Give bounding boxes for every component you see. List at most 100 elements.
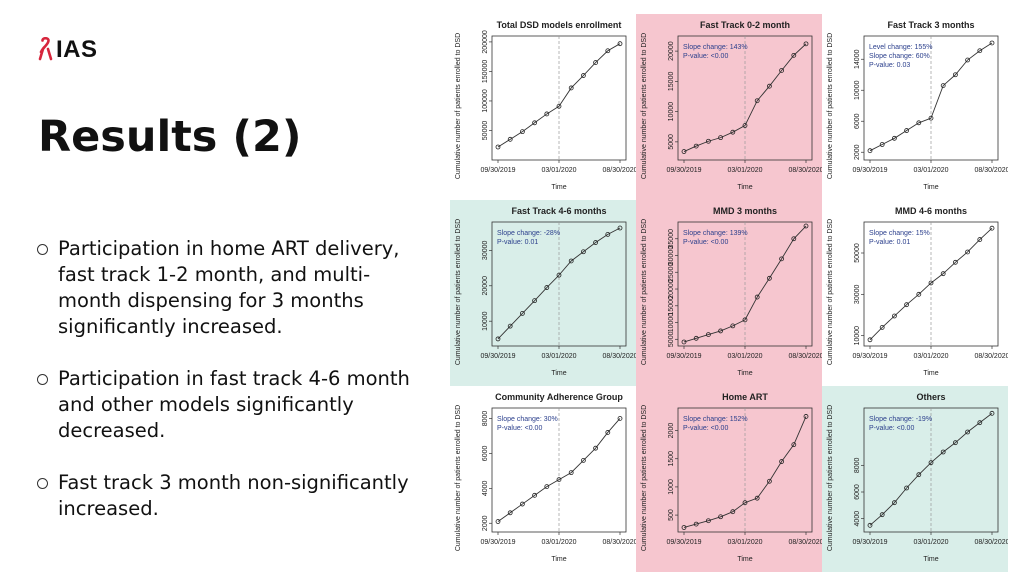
y-axis-label: Cumulative number of patients enrolled t…	[455, 33, 462, 179]
x-tick-label: 03/01/2020	[727, 167, 762, 174]
annotation-text: P-value: 0.01	[869, 239, 910, 246]
y-tick-label: 5000	[668, 134, 675, 150]
x-axis-label: Time	[923, 370, 938, 377]
data-point	[965, 57, 971, 63]
x-tick-label: 09/30/2019	[852, 353, 887, 360]
data-point	[617, 225, 623, 231]
data-point	[791, 236, 797, 242]
data-point	[568, 470, 574, 476]
chart-panel-fast-track-3: Fast Track 3 months 2000 6000 10000 14000 09/…	[822, 14, 1008, 200]
x-tick-label: 08/30/2020	[788, 167, 822, 174]
data-point	[766, 275, 772, 281]
x-axis-label: Time	[737, 556, 752, 563]
data-point	[617, 416, 623, 421]
data-point	[916, 291, 922, 297]
trend-line-post	[558, 227, 621, 276]
chart-title: MMD 3 months	[713, 206, 777, 216]
chart-svg: Fast Track 4-6 months 10000 20000 30000 09/3…	[455, 206, 636, 377]
y-tick-label: 2000	[668, 423, 675, 439]
x-tick-label: 08/30/2020	[602, 167, 636, 174]
trend-line-pre	[683, 502, 746, 528]
trend-line-post	[744, 43, 807, 126]
data-point	[977, 48, 983, 54]
chart-title: Community Adherence Group	[495, 392, 623, 402]
y-axis-label: Cumulative number of patients enrolled t…	[827, 219, 834, 365]
x-tick-label: 09/30/2019	[852, 539, 887, 546]
data-point	[532, 492, 537, 498]
data-point	[580, 249, 586, 255]
trend-line-post	[744, 416, 807, 504]
chart-svg: Total DSD models enrollment 50000 100000 15…	[455, 20, 636, 191]
data-point	[617, 41, 623, 47]
data-point	[718, 135, 723, 141]
y-tick-label: 1000	[668, 479, 675, 495]
chart-panel-mmd-4-6: MMD 4-6 months 10000 30000 50000 09/30/2019 0…	[822, 200, 1008, 386]
data-point	[791, 442, 797, 448]
data-point	[754, 495, 760, 501]
red-ribbon-icon	[38, 37, 53, 61]
y-tick-label: 20000	[668, 41, 675, 61]
chart-panel-cag: Community Adherence Group 2000 4000 6000 800…	[450, 386, 636, 572]
data-point	[495, 144, 501, 150]
data-point	[593, 60, 599, 65]
data-point	[879, 512, 885, 518]
annotation-text: Slope change: 143%	[683, 44, 748, 51]
x-tick-label: 09/30/2019	[666, 167, 701, 174]
trend-line-pre	[869, 117, 932, 152]
chart-svg: Fast Track 3 months 2000 6000 10000 14000 09/…	[827, 20, 1008, 191]
x-tick-label: 08/30/2020	[602, 539, 636, 546]
x-tick-label: 08/30/2020	[974, 167, 1008, 174]
data-point	[742, 317, 748, 323]
chart-panel-others: Others 4000 6000 8000 09/30/2019 03/01/2020 08…	[822, 386, 1008, 572]
chart-svg: MMD 4-6 months 10000 30000 50000 09/30/2019 0…	[827, 206, 1008, 377]
chart-svg: MMD 3 months 5000100001500020000250003000…	[641, 206, 822, 377]
chart-title: Total DSD models enrollment	[497, 20, 622, 30]
y-tick-label: 15000	[668, 296, 675, 316]
y-tick-label: 4000	[854, 511, 861, 527]
data-point	[754, 98, 760, 104]
data-point	[803, 223, 809, 229]
data-point	[916, 472, 922, 478]
data-point	[593, 240, 599, 245]
data-point	[693, 143, 699, 149]
x-tick-label: 03/01/2020	[913, 167, 948, 174]
data-point	[520, 311, 525, 316]
data-point	[556, 272, 562, 278]
x-tick-label: 09/30/2019	[666, 353, 701, 360]
y-axis-label: Cumulative number of patients enrolled t…	[827, 33, 834, 179]
data-point	[742, 123, 748, 128]
y-tick-label: 200000	[482, 30, 489, 53]
trend-line-post	[930, 412, 993, 464]
x-tick-label: 03/01/2020	[913, 353, 948, 360]
annotation-text: Slope change: -28%	[497, 230, 560, 237]
trend-line-pre	[497, 479, 560, 522]
trend-line-pre	[683, 319, 746, 343]
x-tick-label: 08/30/2020	[788, 539, 822, 546]
ias-logo: IAS	[38, 36, 98, 64]
annotation-text: P-value: <0.00	[869, 425, 914, 432]
data-point	[867, 337, 873, 343]
y-tick-label: 10000	[668, 102, 675, 122]
y-tick-label: 6000	[854, 113, 861, 129]
data-point	[803, 414, 809, 419]
chart-title: MMD 4-6 months	[895, 206, 967, 216]
annotation-text: P-value: <0.00	[683, 239, 728, 246]
data-point	[730, 509, 736, 515]
logo-text: IAS	[56, 36, 98, 63]
data-point	[879, 325, 885, 330]
trend-line-post	[558, 418, 621, 480]
data-point	[928, 115, 934, 121]
x-axis-label: Time	[551, 184, 566, 191]
data-point	[766, 478, 772, 484]
data-point	[952, 259, 958, 265]
chart-svg: Community Adherence Group 2000 4000 6000 800…	[455, 392, 636, 563]
annotation-text: Slope change: 139%	[683, 230, 748, 237]
bullet-circle-icon	[37, 244, 48, 255]
y-axis-label: Cumulative number of patients enrolled t…	[827, 405, 834, 551]
data-point	[892, 313, 897, 319]
data-point	[556, 477, 562, 483]
data-point	[916, 120, 922, 126]
data-point	[867, 148, 873, 154]
y-tick-label: 2000	[854, 144, 861, 160]
x-axis-label: Time	[551, 556, 566, 563]
